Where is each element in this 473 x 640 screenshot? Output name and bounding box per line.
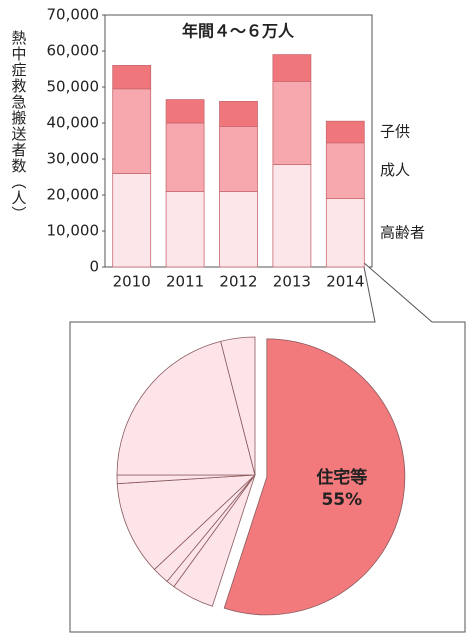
slice-label: 住宅等 xyxy=(316,467,367,488)
pie-slice xyxy=(116,474,257,571)
bar-segment xyxy=(272,163,312,268)
bar-segment xyxy=(112,172,152,268)
bar-segment xyxy=(272,81,312,165)
legend-label: 成人 xyxy=(380,161,410,179)
y-tick-label: 40,000 xyxy=(47,114,100,132)
annotation: 年間４～６万人 xyxy=(182,22,295,41)
x-tick-label: 2014 xyxy=(326,273,364,291)
legend-label: 子供 xyxy=(380,123,410,141)
slice-value-label: 55% xyxy=(321,490,362,510)
bar-segment xyxy=(219,101,258,128)
pie-slice xyxy=(223,338,406,616)
bar-segment xyxy=(112,65,152,90)
bar-segment xyxy=(325,142,365,200)
bar-segment xyxy=(219,190,258,268)
x-tick-label: 2011 xyxy=(166,273,204,291)
pie-slice xyxy=(220,336,256,476)
x-tick-label: 2012 xyxy=(219,273,257,291)
y-tick-label: 30,000 xyxy=(47,150,100,168)
x-tick-label: 2010 xyxy=(113,273,151,291)
y-tick-label: 60,000 xyxy=(47,42,100,60)
legend-label: 高齢者 xyxy=(380,223,425,241)
bar-segment xyxy=(112,88,152,174)
y-tick-label: 10,000 xyxy=(47,222,100,240)
bar-segment xyxy=(325,120,365,144)
x-tick-label: 2013 xyxy=(273,273,311,291)
y-tick-label: 0 xyxy=(89,258,99,276)
bar-segment xyxy=(272,54,312,82)
y-axis-label: 熱中症救急搬送者数（人） xyxy=(10,30,28,222)
y-tick-label: 70,000 xyxy=(47,6,100,24)
pie-slice xyxy=(116,340,256,476)
y-tick-label: 20,000 xyxy=(47,186,100,204)
bar-segment xyxy=(165,99,205,124)
bar-segment xyxy=(165,190,205,268)
bar-segment xyxy=(165,122,205,192)
bar-segment xyxy=(325,198,365,268)
bar-segment xyxy=(219,126,258,192)
y-tick-label: 50,000 xyxy=(47,78,100,96)
